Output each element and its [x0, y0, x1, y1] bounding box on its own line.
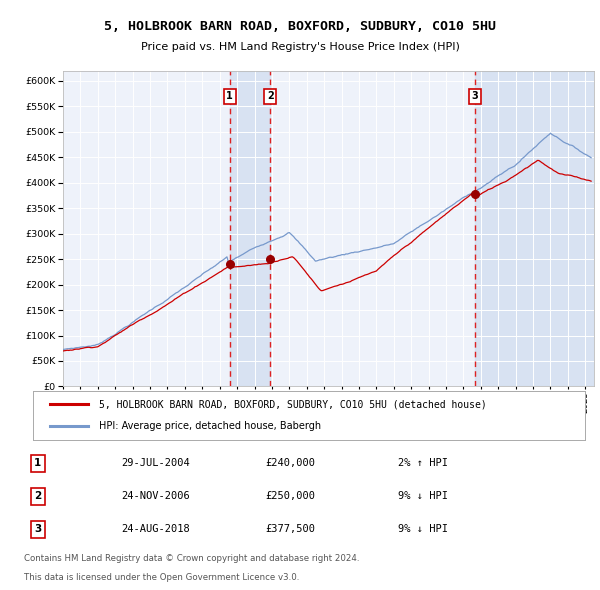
Text: 24-AUG-2018: 24-AUG-2018 [121, 525, 190, 534]
Text: 2: 2 [34, 491, 41, 501]
Text: 1: 1 [34, 458, 41, 468]
Text: £377,500: £377,500 [265, 525, 316, 534]
Text: 9% ↓ HPI: 9% ↓ HPI [398, 525, 448, 534]
Text: 3: 3 [34, 525, 41, 534]
Text: 5, HOLBROOK BARN ROAD, BOXFORD, SUDBURY, CO10 5HU (detached house): 5, HOLBROOK BARN ROAD, BOXFORD, SUDBURY,… [99, 399, 487, 409]
Text: 1: 1 [226, 91, 233, 101]
Text: 29-JUL-2004: 29-JUL-2004 [121, 458, 190, 468]
Text: Price paid vs. HM Land Registry's House Price Index (HPI): Price paid vs. HM Land Registry's House … [140, 42, 460, 52]
Text: 5, HOLBROOK BARN ROAD, BOXFORD, SUDBURY, CO10 5HU: 5, HOLBROOK BARN ROAD, BOXFORD, SUDBURY,… [104, 20, 496, 33]
Text: Contains HM Land Registry data © Crown copyright and database right 2024.: Contains HM Land Registry data © Crown c… [24, 553, 359, 563]
Text: HPI: Average price, detached house, Babergh: HPI: Average price, detached house, Babe… [99, 421, 322, 431]
Text: 2% ↑ HPI: 2% ↑ HPI [398, 458, 448, 468]
Text: 9% ↓ HPI: 9% ↓ HPI [398, 491, 448, 501]
Text: 24-NOV-2006: 24-NOV-2006 [121, 491, 190, 501]
Text: This data is licensed under the Open Government Licence v3.0.: This data is licensed under the Open Gov… [24, 572, 299, 582]
Text: 2: 2 [267, 91, 274, 101]
Text: 3: 3 [472, 91, 478, 101]
Bar [230, 71, 270, 386]
Bar [475, 71, 594, 386]
Text: £250,000: £250,000 [265, 491, 316, 501]
Text: £240,000: £240,000 [265, 458, 316, 468]
